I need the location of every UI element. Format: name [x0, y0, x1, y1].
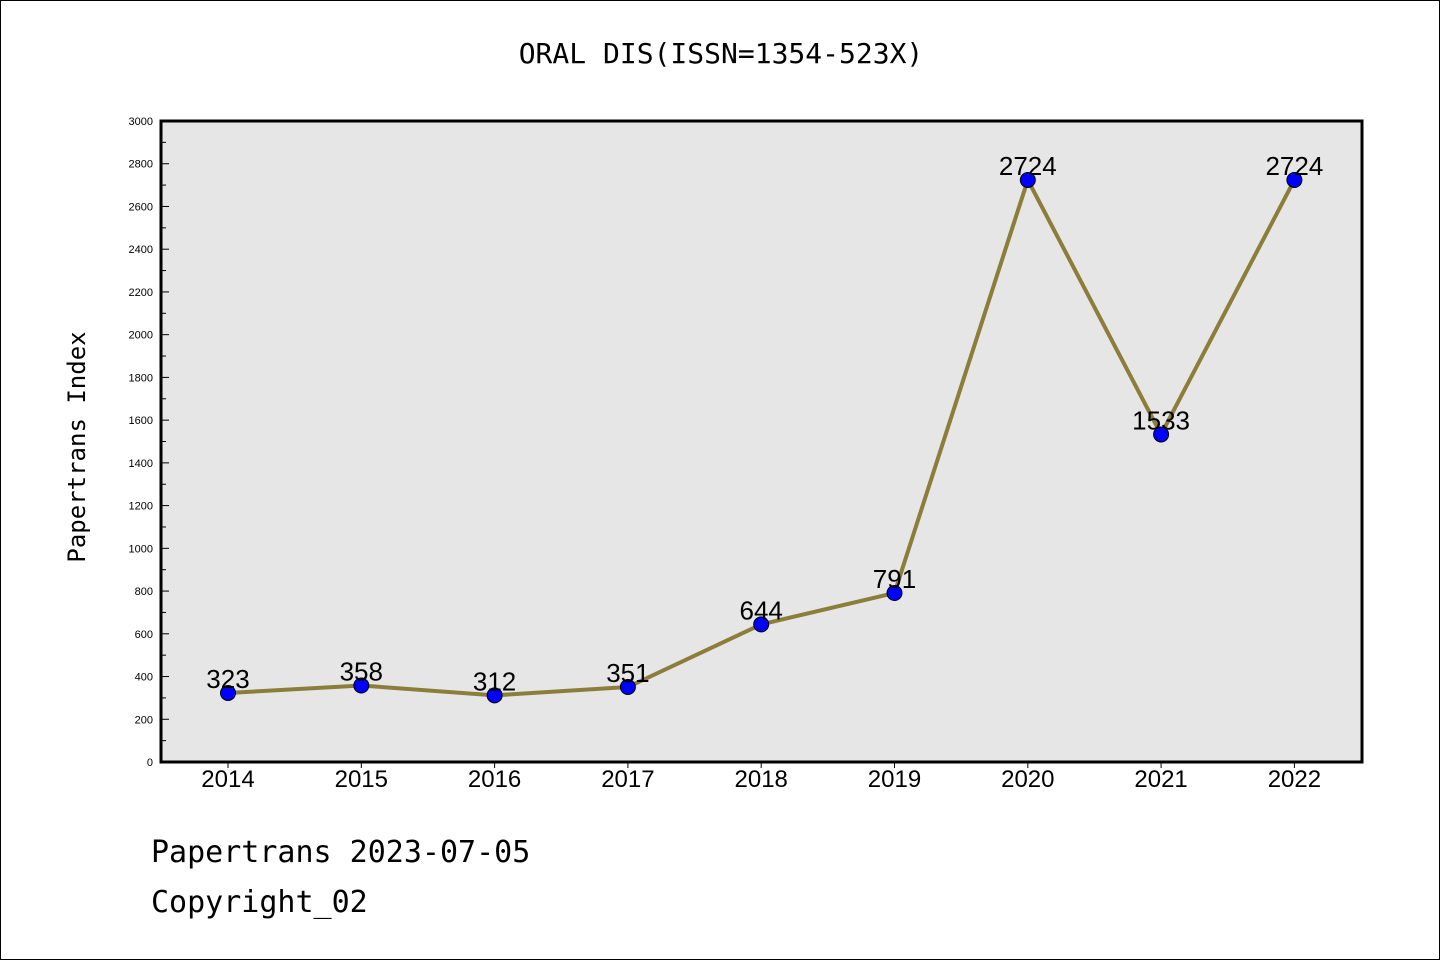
data-point: [1153, 426, 1170, 443]
data-label: 358: [340, 657, 383, 687]
y-tick-label: 2800: [129, 159, 153, 171]
y-tick-label: 1200: [129, 501, 153, 513]
x-tick-label: 2020: [1001, 766, 1054, 793]
footer-copyright: Copyright_02: [151, 885, 368, 920]
footer-date: Papertrans 2023-07-05: [151, 835, 531, 870]
y-tick-label: 1400: [129, 458, 153, 470]
y-axis-ticks: 0 200 400 600 800 1000 1200 1400 1600 1800 2000 220…: [129, 116, 169, 769]
y-tick-label: 1000: [129, 543, 153, 555]
data-point: [353, 677, 370, 694]
data-point: [486, 687, 503, 704]
data-point: [619, 679, 636, 696]
y-tick-label: 400: [135, 672, 153, 684]
chart-title: ORAL DIS(ISSN=1354-523X): [518, 37, 924, 70]
x-axis-ticks: 2014 2015 2016 2017 2018 2019 2020 2021 2022: [201, 762, 1321, 793]
y-tick-label: 2400: [129, 244, 153, 256]
x-tick-label: 2015: [335, 766, 388, 793]
y-tick-label: 2200: [129, 287, 153, 299]
data-label: 2724: [1265, 151, 1323, 181]
data-label: 312: [473, 666, 516, 696]
data-point: [1286, 171, 1303, 188]
y-tick-label: 1600: [129, 415, 153, 427]
data-labels: 323 358 312 351 644 791 2724 1533 2724: [206, 151, 1323, 696]
data-point: [886, 584, 903, 601]
data-label: 351: [606, 658, 649, 688]
x-tick-label: 2018: [735, 766, 788, 793]
y-tick-label: 1800: [129, 372, 153, 384]
x-tick-label: 2022: [1268, 766, 1321, 793]
data-point: [753, 616, 770, 633]
data-label: 1533: [1132, 405, 1190, 435]
data-label: 323: [206, 664, 249, 694]
data-point: [220, 684, 236, 701]
data-label: 2724: [999, 151, 1057, 181]
y-tick-label: 0: [147, 757, 153, 769]
series-group: [220, 171, 1303, 704]
y-axis-label: Papertrans Index: [63, 331, 91, 562]
data-label: 791: [873, 564, 916, 594]
data-point: [1019, 171, 1036, 188]
y-tick-label: 2600: [129, 201, 153, 213]
y-tick-label: 800: [135, 586, 153, 598]
x-tick-label: 2021: [1134, 766, 1187, 793]
data-label: 644: [740, 595, 783, 625]
x-tick-label: 2017: [601, 766, 654, 793]
y-tick-label: 600: [135, 629, 153, 641]
x-tick-label: 2019: [868, 766, 921, 793]
y-tick-label: 200: [135, 714, 153, 726]
y-tick-label: 2000: [129, 330, 153, 342]
x-tick-label: 2016: [468, 766, 521, 793]
y-tick-label: 3000: [129, 116, 153, 128]
x-tick-label: 2014: [201, 766, 254, 793]
